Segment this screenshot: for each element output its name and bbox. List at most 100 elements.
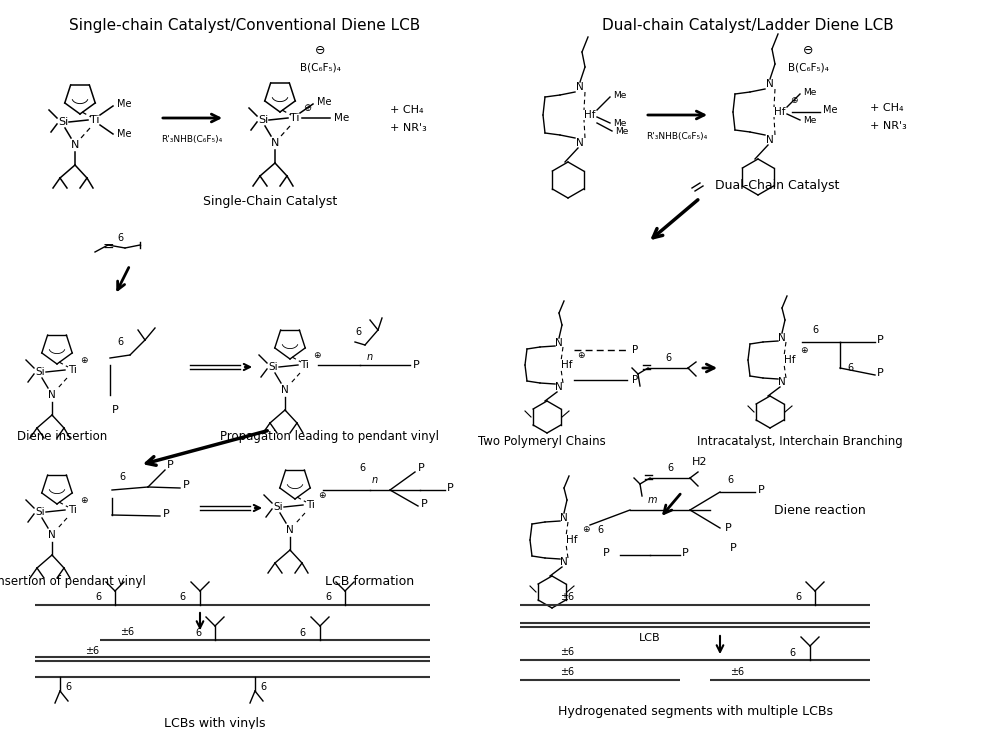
Text: B(C₆F₅)₄: B(C₆F₅)₄ [788,62,828,72]
Text: ⊖: ⊖ [803,44,813,57]
Text: 6: 6 [847,363,853,373]
Text: Single-chain Catalyst/Conventional Diene LCB: Single-chain Catalyst/Conventional Diene… [69,18,421,33]
Text: 6: 6 [795,592,801,602]
Text: 6: 6 [180,592,186,602]
Text: P: P [730,543,737,553]
Text: ⊕: ⊕ [800,346,808,354]
Text: 6: 6 [812,325,818,335]
Text: ±6: ±6 [560,667,574,677]
Text: N: N [48,390,56,400]
Text: P: P [183,480,190,490]
Text: Reinsertion of pendant vinyl: Reinsertion of pendant vinyl [0,575,145,588]
Text: Hf: Hf [566,535,578,545]
Text: Intracatalyst, Interchain Branching: Intracatalyst, Interchain Branching [697,435,903,448]
Text: n: n [372,475,378,485]
Text: 6: 6 [117,337,123,347]
Text: N: N [281,385,289,395]
Text: Si: Si [258,115,268,125]
Text: P: P [112,405,119,415]
Text: P: P [418,463,425,473]
Text: Hf: Hf [774,107,786,117]
Text: N: N [555,338,563,348]
Text: Hf: Hf [561,360,573,370]
Text: N: N [71,140,79,150]
Text: N: N [271,138,279,148]
Text: Ti: Ti [301,360,309,370]
Text: N: N [560,557,568,567]
Text: N: N [576,82,584,92]
Text: P: P [421,499,428,509]
Text: ⊕: ⊕ [582,526,590,534]
Text: Ti: Ti [68,365,76,375]
Text: Me: Me [615,127,628,136]
Text: 6: 6 [665,353,671,363]
Text: B(C₆F₅)₄: B(C₆F₅)₄ [300,62,340,72]
Text: Dual-Chain Catalyst: Dual-Chain Catalyst [715,179,839,192]
Text: LCBs with vinyls: LCBs with vinyls [164,717,266,729]
Text: N: N [778,333,786,343]
Text: N: N [560,513,568,523]
Text: Me: Me [117,129,132,139]
Text: =: = [102,241,114,255]
Text: P: P [725,523,732,533]
Text: Hf: Hf [784,355,796,365]
Text: ⊕: ⊕ [80,356,88,364]
Text: LCB: LCB [639,633,661,643]
Text: 6: 6 [195,628,201,638]
Text: ±6: ±6 [85,646,99,656]
Text: 6: 6 [727,475,733,485]
Text: N: N [766,79,774,89]
Text: N: N [778,377,786,387]
Text: Me: Me [803,115,816,125]
Text: P: P [758,485,765,495]
Text: Ti: Ti [90,115,100,125]
Text: 6: 6 [790,648,796,658]
Text: N: N [766,135,774,145]
Text: Ti: Ti [290,113,300,123]
Text: ⊕: ⊕ [80,496,88,504]
Text: P: P [163,509,170,519]
Text: P: P [167,460,174,470]
Text: Me: Me [117,99,132,109]
Text: R'₃NHB(C₆F₅)₄: R'₃NHB(C₆F₅)₄ [646,132,708,141]
Text: Single-Chain Catalyst: Single-Chain Catalyst [203,195,337,208]
Text: 6: 6 [597,525,603,535]
Text: Hf: Hf [584,110,596,120]
Text: N: N [286,525,294,535]
Text: P: P [603,548,610,558]
Text: Me: Me [823,105,838,115]
Text: m: m [647,495,657,505]
Text: Me: Me [317,97,332,107]
Text: 6: 6 [667,463,673,473]
Text: Two Polymeryl Chains: Two Polymeryl Chains [478,435,606,448]
Text: P: P [877,368,884,378]
Text: 6: 6 [325,592,331,602]
Text: Ti: Ti [306,500,314,510]
Text: 6: 6 [300,628,306,638]
Text: + NR'₃: + NR'₃ [390,123,427,133]
Text: Me: Me [613,119,626,128]
Text: ⊕: ⊕ [790,95,798,104]
Text: Diene reaction: Diene reaction [774,504,866,517]
Text: Si: Si [268,362,278,372]
Text: Si: Si [58,117,68,127]
Text: LCB formation: LCB formation [325,575,415,588]
Text: ⊖: ⊖ [315,44,325,57]
Text: ±6: ±6 [560,647,574,657]
Text: n: n [367,352,373,362]
Text: Hydrogenated segments with multiple LCBs: Hydrogenated segments with multiple LCBs [558,705,832,718]
Text: 6: 6 [117,233,123,243]
Text: Me: Me [803,87,816,96]
Text: ⊕: ⊕ [577,351,585,359]
Text: Dual-chain Catalyst/Ladder Diene LCB: Dual-chain Catalyst/Ladder Diene LCB [602,18,894,33]
Text: N: N [555,382,563,392]
Text: Si: Si [35,507,45,517]
Text: ±6: ±6 [560,592,574,602]
Text: Si: Si [35,367,45,377]
Text: Me: Me [613,90,626,99]
Text: + NR'₃: + NR'₃ [870,121,907,131]
Text: Diene insertion: Diene insertion [17,430,107,443]
Text: + CH₄: + CH₄ [870,103,904,113]
Text: ±6: ±6 [730,667,744,677]
Text: R'₃NHB(C₆F₅)₄: R'₃NHB(C₆F₅)₄ [161,135,223,144]
